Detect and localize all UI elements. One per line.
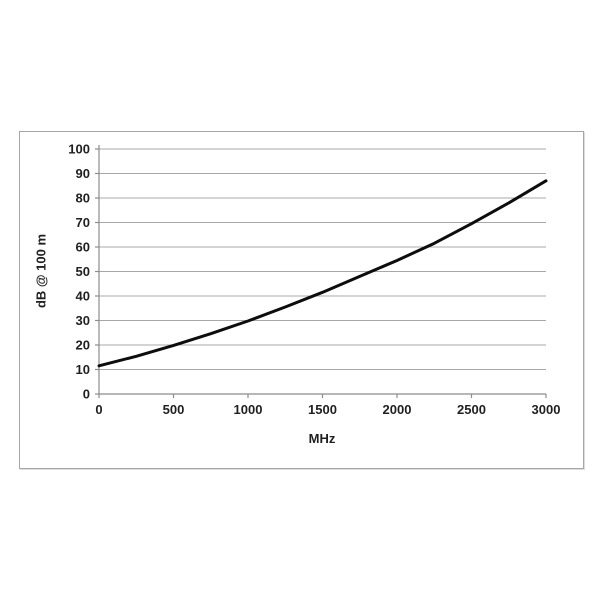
- y-tick-label-60: 60: [76, 240, 90, 255]
- x-tick-label-1500: 1500: [308, 402, 337, 417]
- y-tick-label-50: 50: [76, 264, 90, 279]
- y-tick-label-70: 70: [76, 215, 90, 230]
- x-tick-label-500: 500: [163, 402, 185, 417]
- y-tick-label-0: 0: [83, 387, 90, 402]
- series-attenuation: [97, 179, 548, 368]
- y-tick-label-10: 10: [76, 362, 90, 377]
- x-tick-label-2000: 2000: [383, 402, 412, 417]
- y-tick-label-100: 100: [68, 142, 90, 157]
- y-axis-title: dB @ 100 m: [33, 233, 49, 309]
- chart-frame: 0 10 20 30 40 50 60 70 80 90 100 0 500 1000 1500 2000 25…: [19, 131, 584, 469]
- x-axis-title: MHz: [308, 431, 336, 446]
- y-tick-label-80: 80: [76, 191, 90, 206]
- y-tick-label-30: 30: [76, 313, 90, 328]
- y-tick-label-90: 90: [76, 166, 90, 181]
- x-tick-label-0: 0: [95, 402, 102, 417]
- x-tick-label-1000: 1000: [234, 402, 263, 417]
- x-tick-label-2500: 2500: [457, 402, 486, 417]
- x-tick-label-3000: 3000: [532, 402, 561, 417]
- y-tick-label-40: 40: [76, 289, 90, 304]
- y-tick-label-20: 20: [76, 338, 90, 353]
